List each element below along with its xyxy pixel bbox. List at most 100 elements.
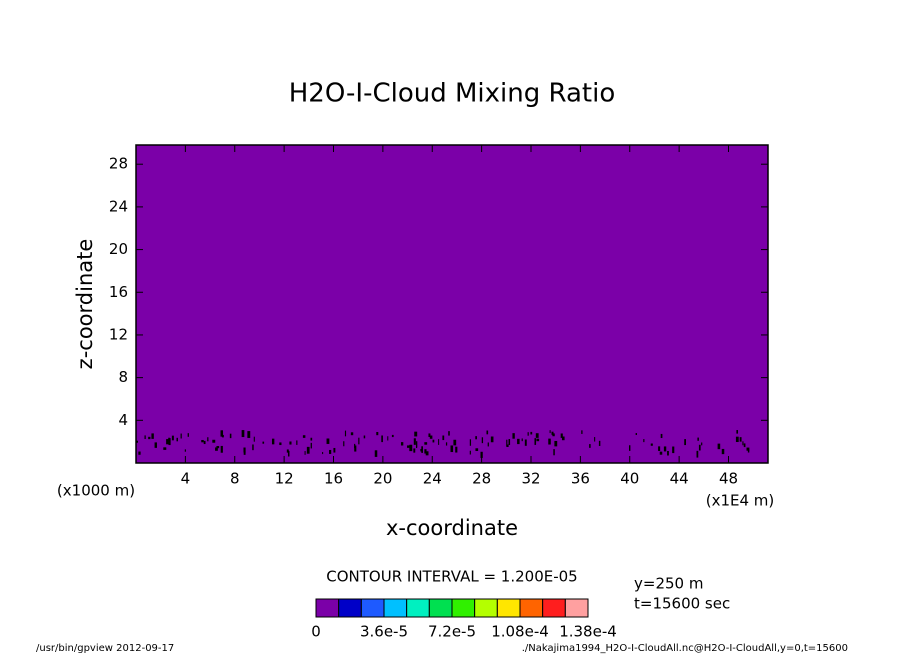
contour-speckle xyxy=(589,444,591,448)
note: t=15600 sec xyxy=(634,595,730,613)
contour-speckle xyxy=(549,430,551,434)
contour-speckle xyxy=(184,449,186,452)
contour-speckle xyxy=(530,431,533,435)
contour-speckle xyxy=(387,436,389,441)
contour-speckle xyxy=(407,445,410,448)
contour-speckle xyxy=(212,439,216,443)
contour-speckle xyxy=(302,435,306,438)
contour-speckle xyxy=(742,441,744,446)
y-axis-label: z-coordinate xyxy=(73,239,97,370)
contour-speckle xyxy=(358,437,360,445)
x-tick-label: 4 xyxy=(181,470,191,488)
colorbar-label: 1.08e-4 xyxy=(491,623,549,641)
contour-speckle xyxy=(701,442,703,446)
x-tick-label: 32 xyxy=(521,470,540,488)
contour-speckle xyxy=(144,435,146,440)
contour-speckle xyxy=(469,439,472,446)
contour-speckle xyxy=(166,439,169,445)
x-tick-label: 20 xyxy=(373,470,392,488)
contour-speckle xyxy=(326,438,330,444)
contour-speckle xyxy=(536,438,540,442)
contour-speckle xyxy=(296,440,298,445)
contour-speckle xyxy=(287,450,290,457)
contour-speckle xyxy=(420,449,423,452)
colorbar-label: 7.2e-5 xyxy=(428,623,476,641)
contour-speckle xyxy=(253,436,255,442)
contour-speckle xyxy=(594,437,596,442)
contour-speckle xyxy=(561,436,565,441)
contour-speckle xyxy=(376,431,379,436)
contour-speckle xyxy=(517,438,520,445)
contour-speckle xyxy=(216,446,220,449)
contour-speckle xyxy=(310,437,313,441)
contour-speckle xyxy=(736,430,739,434)
contour-speckle xyxy=(163,447,167,450)
contour-speckle xyxy=(343,441,345,447)
contour-speckle xyxy=(350,432,354,436)
colorbar-label: 3.6e-5 xyxy=(360,623,408,641)
colorbar-box xyxy=(564,598,589,618)
note: y=250 m xyxy=(634,575,703,593)
y-tick-label: 24 xyxy=(109,197,128,215)
contour-speckle xyxy=(552,433,555,437)
contour-speckle xyxy=(475,436,477,440)
contour-speckle xyxy=(207,437,209,442)
contour-speckle xyxy=(413,448,416,453)
contour-speckle xyxy=(180,433,182,439)
y-tick-label: 28 xyxy=(109,155,128,173)
contour-speckle xyxy=(138,451,141,455)
contour-field xyxy=(136,145,768,463)
y-tick-label: 4 xyxy=(118,411,128,429)
contour-speckle xyxy=(374,450,378,457)
contour-speckle xyxy=(171,435,174,441)
contour-speckle xyxy=(271,438,275,445)
contour-speckle xyxy=(551,431,554,435)
y-tick-label: 8 xyxy=(118,368,128,386)
y-tick-label: 12 xyxy=(109,325,128,343)
contour-speckle xyxy=(136,440,139,443)
contour-speckle xyxy=(381,435,383,443)
contour-speckle xyxy=(663,446,667,452)
contour-speckle xyxy=(643,439,645,443)
footer: /usr/bin/gpview 2012-09-17 xyxy=(36,643,174,654)
contour-speckle xyxy=(524,439,527,446)
colorbar-box xyxy=(451,598,476,618)
contour-speckle xyxy=(635,433,637,436)
contour-speckle xyxy=(413,438,416,445)
contour-speckle xyxy=(490,436,494,443)
contour-speckle xyxy=(400,442,404,446)
colorbar-label: 1.38e-4 xyxy=(559,623,617,641)
colorbar-box xyxy=(496,598,521,618)
contour-speckle xyxy=(151,433,154,439)
contour-speckle xyxy=(432,439,435,443)
contour-speckle xyxy=(243,451,246,455)
contour-speckle xyxy=(554,440,558,447)
y-tick-label: 16 xyxy=(109,283,128,301)
contour-speckle xyxy=(279,442,282,446)
x-unit: (x1E4 m) xyxy=(706,492,775,510)
colorbar-box xyxy=(383,598,408,618)
contour-speckle xyxy=(414,431,418,437)
contour-speckle xyxy=(289,441,292,445)
contour-speckle xyxy=(508,439,511,445)
contour-speckle xyxy=(667,450,669,456)
contour-speckle xyxy=(442,435,445,441)
contour-speckle xyxy=(747,449,750,453)
colorbar-box xyxy=(338,598,362,618)
contour-speckle xyxy=(220,445,223,453)
contour-speckle xyxy=(486,430,489,435)
colorbar-box xyxy=(428,598,453,618)
contour-speckle xyxy=(660,433,663,439)
colorbar-box xyxy=(315,598,340,618)
colorbar-box xyxy=(474,598,498,618)
x-tick-label: 36 xyxy=(571,470,590,488)
contour-speckle xyxy=(306,446,310,454)
contour-speckle xyxy=(506,444,509,448)
colorbar-box xyxy=(360,598,385,618)
contour-speckle xyxy=(739,437,742,442)
contour-speckle xyxy=(629,445,631,451)
contour-speckle xyxy=(424,449,427,454)
contour-speckle xyxy=(448,431,450,436)
contour-speckle xyxy=(304,451,306,455)
x-axis-label: x-coordinate xyxy=(386,516,518,540)
